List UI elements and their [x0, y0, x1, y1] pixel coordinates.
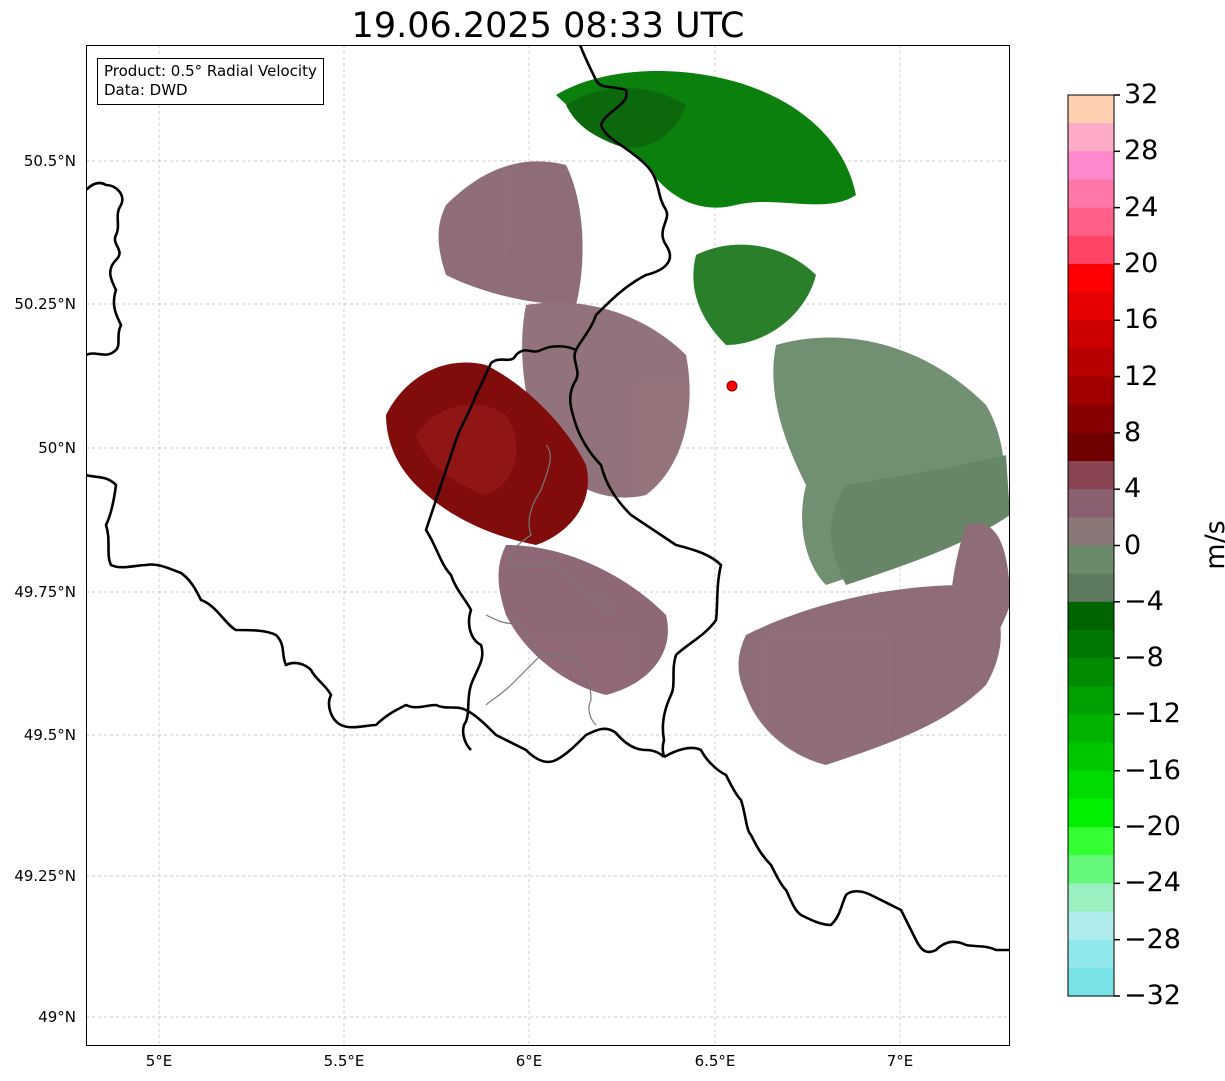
colorbar-segment: [1068, 151, 1114, 181]
lat-label-49-75: 49.75°N: [14, 583, 76, 601]
colorbar-segment: [1068, 770, 1114, 800]
colorbar-tick-label: −8: [1124, 642, 1164, 674]
country-borders: [86, 45, 1010, 954]
colorbar-segment: [1068, 320, 1114, 350]
colorbar-segment: [1068, 123, 1114, 152]
colorbar-segment: [1068, 939, 1114, 969]
colorbar-segment: [1068, 629, 1114, 659]
echo-darkred-west-2: [416, 404, 517, 495]
colorbar-segment: [1068, 292, 1114, 321]
colorbar-ticks: [1114, 94, 1120, 997]
radar-site-marker: [726, 380, 738, 392]
colorbar-tick-label: 32: [1124, 79, 1159, 110]
map-plot-area[interactable]: [86, 45, 1010, 1046]
colorbar-segment: [1068, 573, 1114, 603]
colorbar-tick-label: −16: [1124, 754, 1181, 786]
colorbar-segment: [1068, 517, 1114, 547]
colorbar-tick-label: −4: [1124, 585, 1164, 617]
colorbar-tick-label: −28: [1124, 923, 1181, 955]
colorbar-segment: [1068, 601, 1114, 631]
lat-label-49-25: 49.25°N: [14, 867, 76, 885]
echo-greyred-e-arc: [949, 523, 1010, 685]
lat-label-49-5: 49.5°N: [23, 726, 76, 744]
product-info-box: Product: 0.5° Radial Velocity Data: DWD: [97, 58, 324, 105]
radar-map: [86, 45, 1010, 1046]
colorbar-unit-label: m/s: [1200, 520, 1225, 570]
colorbar-tick-label: 20: [1124, 247, 1159, 279]
colorbar-segment: [1068, 461, 1114, 490]
colorbar-segment: [1068, 686, 1114, 716]
colorbar-segment: [1068, 263, 1114, 293]
colorbar-tick-label: 8: [1124, 416, 1142, 448]
velocity-echoes: [386, 71, 1010, 765]
colorbar-segments: [1068, 95, 1114, 997]
colorbar-segment: [1068, 911, 1114, 941]
colorbar-segment: [1068, 967, 1114, 997]
colorbar-tick-label: 28: [1124, 135, 1159, 167]
lat-label-50-5: 50.5°N: [23, 152, 76, 170]
product-label: Product: 0.5° Radial Velocity: [104, 62, 317, 80]
colorbar-segment: [1068, 883, 1114, 913]
colorbar-segment: [1068, 376, 1114, 406]
colorbar-segment: [1068, 742, 1114, 772]
colorbar-segment: [1068, 207, 1114, 237]
lon-label-6-5: 6.5°E: [694, 1052, 736, 1070]
colorbar-tick-label: 4: [1124, 473, 1142, 505]
lon-label-6: 6°E: [515, 1052, 543, 1070]
colorbar-segment: [1068, 827, 1114, 856]
colorbar-segment: [1068, 179, 1114, 209]
colorbar-tick-label: −12: [1124, 698, 1181, 730]
echo-darkgreen-north: [566, 88, 686, 148]
echo-greyred-nw: [438, 161, 583, 305]
colorbar-segment: [1068, 658, 1114, 687]
colorbar-segment: [1068, 404, 1114, 434]
data-source-label: Data: DWD: [104, 81, 188, 99]
colorbar-segment: [1068, 432, 1114, 462]
colorbar-segment: [1068, 95, 1114, 124]
colorbar-segment: [1068, 545, 1114, 575]
lon-label-7: 7°E: [886, 1052, 914, 1070]
colorbar-tick-label: −32: [1124, 980, 1181, 1011]
colorbar-tick-label: 16: [1124, 304, 1159, 336]
lon-label-5-5: 5.5°E: [323, 1052, 365, 1070]
lon-label-5: 5°E: [145, 1052, 173, 1070]
map-title: 19.06.2025 08:33 UTC: [351, 6, 745, 46]
colorbar-segment: [1068, 798, 1114, 828]
lat-label-49: 49°N: [38, 1008, 76, 1026]
echo-greyred-se: [738, 585, 1001, 765]
lat-label-50-25: 50.25°N: [14, 295, 76, 313]
echo-greyred-south: [498, 545, 668, 695]
echo-green-center: [693, 244, 816, 345]
colorbar-segment: [1068, 235, 1114, 265]
colorbar: [1067, 94, 1120, 997]
echo-greygreen-east-2: [831, 455, 1010, 585]
colorbar-segment: [1068, 348, 1114, 378]
colorbar-segment: [1068, 714, 1114, 744]
colorbar-tick-label: −24: [1124, 867, 1181, 899]
colorbar-tick-label: −20: [1124, 811, 1181, 843]
colorbar-segment: [1068, 489, 1114, 518]
colorbar-tick-label: 24: [1124, 191, 1159, 223]
colorbar-tick-label: 0: [1124, 529, 1142, 561]
district-borders: [485, 444, 617, 726]
colorbar-segment: [1068, 855, 1114, 884]
lat-label-50: 50°N: [38, 439, 76, 457]
colorbar-tick-label: 12: [1124, 360, 1159, 392]
